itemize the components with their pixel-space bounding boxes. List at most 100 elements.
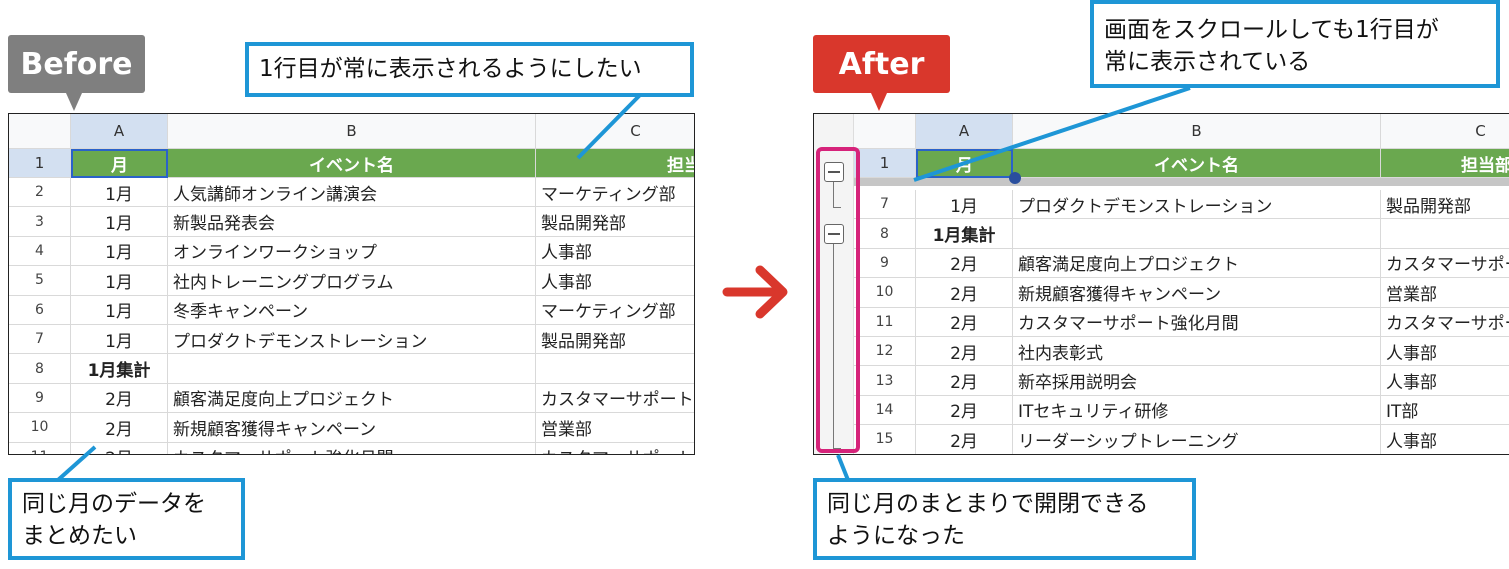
row-number[interactable]: 15 <box>854 425 916 454</box>
department-cell[interactable]: 製品開発部 <box>536 207 694 237</box>
department-cell[interactable]: カスタマーサポート <box>536 384 694 414</box>
row-number[interactable]: 11 <box>9 442 71 454</box>
event-name-cell[interactable] <box>1013 219 1381 249</box>
department-cell[interactable] <box>536 354 694 384</box>
department-cell[interactable] <box>1381 219 1509 249</box>
column-header-c[interactable]: C <box>536 114 694 149</box>
event-name-cell[interactable]: カスタマーサポート強化月間 <box>1013 307 1381 337</box>
month-cell[interactable]: 2月 <box>916 395 1013 426</box>
department-cell[interactable]: 人事部 <box>1381 337 1509 367</box>
select-all-corner[interactable] <box>854 114 916 149</box>
event-name-cell[interactable]: 新規顧客獲得キャンペーン <box>168 413 536 443</box>
row-number[interactable]: 4 <box>9 236 71 267</box>
event-name-cell[interactable]: 顧客満足度向上プロジェクト <box>1013 248 1381 279</box>
event-name-cell[interactable]: ITセキュリティ研修 <box>1013 395 1381 426</box>
month-cell[interactable]: 1月 <box>71 236 168 267</box>
month-cell[interactable]: 1月 <box>916 190 1013 220</box>
row-number[interactable]: 11 <box>854 307 916 337</box>
event-name-cell[interactable]: リーダーシップトレーニング <box>1013 425 1381 454</box>
row-number[interactable]: 14 <box>854 395 916 426</box>
month-cell[interactable]: 2月 <box>916 366 1013 396</box>
row-number[interactable]: 6 <box>9 295 71 325</box>
event-name-cell[interactable]: プロダクトデモンストレーション <box>1013 190 1381 220</box>
row-number[interactable]: 1 <box>854 149 916 178</box>
row-number[interactable]: 8 <box>854 219 916 249</box>
select-all-corner[interactable] <box>9 114 71 149</box>
department-cell[interactable]: カスタマーサポート <box>1381 249 1509 279</box>
department-cell[interactable]: IT部 <box>1381 396 1509 426</box>
header-cell[interactable]: 担当部署 <box>536 149 694 178</box>
group-collapse-button[interactable] <box>824 224 844 244</box>
month-cell[interactable]: 2月 <box>916 248 1013 279</box>
header-cell[interactable]: イベント名 <box>1013 149 1381 178</box>
callout-line: 常に表示されている <box>1104 49 1311 75</box>
month-cell[interactable]: 2月 <box>71 413 168 443</box>
month-cell[interactable]: 1月集計 <box>916 219 1013 249</box>
department-cell[interactable]: カスタマーサポート <box>536 443 694 454</box>
month-cell[interactable]: 2月 <box>71 383 168 414</box>
column-header-b[interactable]: B <box>168 114 536 149</box>
department-cell[interactable]: 人事部 <box>536 237 694 267</box>
row-number[interactable]: 5 <box>9 266 71 296</box>
header-cell[interactable]: イベント名 <box>168 149 536 178</box>
row-number[interactable]: 1 <box>9 149 71 178</box>
row-number[interactable]: 10 <box>854 278 916 308</box>
department-cell[interactable]: 営業部 <box>1381 278 1509 308</box>
freeze-divider[interactable] <box>854 178 1509 186</box>
column-header-a[interactable]: A <box>916 114 1013 149</box>
department-cell[interactable]: 人事部 <box>1381 425 1509 454</box>
header-cell[interactable]: 月 <box>71 149 168 178</box>
event-name-cell[interactable]: 新製品発表会 <box>168 207 536 237</box>
month-cell[interactable]: 2月 <box>916 307 1013 337</box>
row-number[interactable]: 10 <box>9 413 71 443</box>
header-cell[interactable]: 担当部署 <box>1381 149 1509 178</box>
month-cell[interactable]: 1月 <box>71 207 168 237</box>
month-cell[interactable]: 2月 <box>916 337 1013 367</box>
department-cell[interactable]: 営業部 <box>536 413 694 443</box>
event-name-cell[interactable]: 人気講師オンライン講演会 <box>168 178 536 208</box>
event-name-cell[interactable] <box>168 354 536 384</box>
event-name-cell[interactable]: 顧客満足度向上プロジェクト <box>168 383 536 414</box>
row-number[interactable]: 9 <box>854 248 916 279</box>
row-number[interactable]: 12 <box>854 337 916 367</box>
department-cell[interactable]: 製品開発部 <box>536 325 694 355</box>
department-cell[interactable]: マーケティング部 <box>536 296 694 325</box>
month-cell[interactable]: 1月集計 <box>71 354 168 384</box>
month-cell[interactable]: 1月 <box>71 178 168 208</box>
group-collapse-button[interactable] <box>824 162 844 182</box>
event-name-cell[interactable]: 新卒採用説明会 <box>1013 366 1381 396</box>
column-header-a[interactable]: A <box>71 114 168 149</box>
row-number[interactable]: 7 <box>854 190 916 220</box>
month-cell[interactable]: 2月 <box>916 278 1013 308</box>
row-number[interactable]: 3 <box>9 207 71 237</box>
callout-line: 同じ月のデータを <box>22 491 206 517</box>
event-name-cell[interactable]: 新規顧客獲得キャンペーン <box>1013 278 1381 308</box>
month-cell[interactable]: 1月 <box>71 266 168 296</box>
department-cell[interactable]: 人事部 <box>1381 366 1509 396</box>
event-name-cell[interactable]: カスタマーサポート強化月間 <box>168 442 536 454</box>
column-header-b[interactable]: B <box>1013 114 1381 149</box>
event-name-cell[interactable]: 社内表彰式 <box>1013 337 1381 367</box>
spreadsheet-after: ABC1月イベント名担当部署71月プロダクトデモンストレーション製品開発部81月… <box>813 113 1509 455</box>
row-number[interactable]: 7 <box>9 325 71 355</box>
event-name-cell[interactable]: 冬季キャンペーン <box>168 295 536 325</box>
month-cell[interactable]: 2月 <box>916 425 1013 454</box>
month-cell[interactable]: 1月 <box>71 295 168 325</box>
row-number[interactable]: 2 <box>9 178 71 208</box>
column-header-c[interactable]: C <box>1381 114 1509 149</box>
event-name-cell[interactable]: プロダクトデモンストレーション <box>168 325 536 355</box>
department-cell[interactable]: マーケティング部 <box>536 178 694 208</box>
department-cell[interactable]: 人事部 <box>536 266 694 296</box>
header-cell[interactable]: 月 <box>916 149 1013 178</box>
selection-handle[interactable] <box>1009 172 1021 184</box>
month-cell[interactable]: 1月 <box>71 325 168 355</box>
row-number[interactable]: 13 <box>854 366 916 396</box>
row-number[interactable]: 9 <box>9 383 71 414</box>
department-cell[interactable]: 製品開発部 <box>1381 190 1509 220</box>
event-name-cell[interactable]: オンラインワークショップ <box>168 236 536 267</box>
month-cell[interactable]: 2月 <box>71 442 168 454</box>
event-name-cell[interactable]: 社内トレーニングプログラム <box>168 266 536 296</box>
row-number[interactable]: 8 <box>9 354 71 384</box>
before-tag: Before <box>8 35 145 111</box>
department-cell[interactable]: カスタマーサポート <box>1381 308 1509 337</box>
